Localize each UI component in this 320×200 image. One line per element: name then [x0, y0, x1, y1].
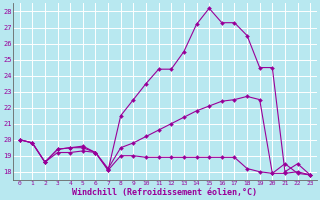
- X-axis label: Windchill (Refroidissement éolien,°C): Windchill (Refroidissement éolien,°C): [72, 188, 258, 197]
